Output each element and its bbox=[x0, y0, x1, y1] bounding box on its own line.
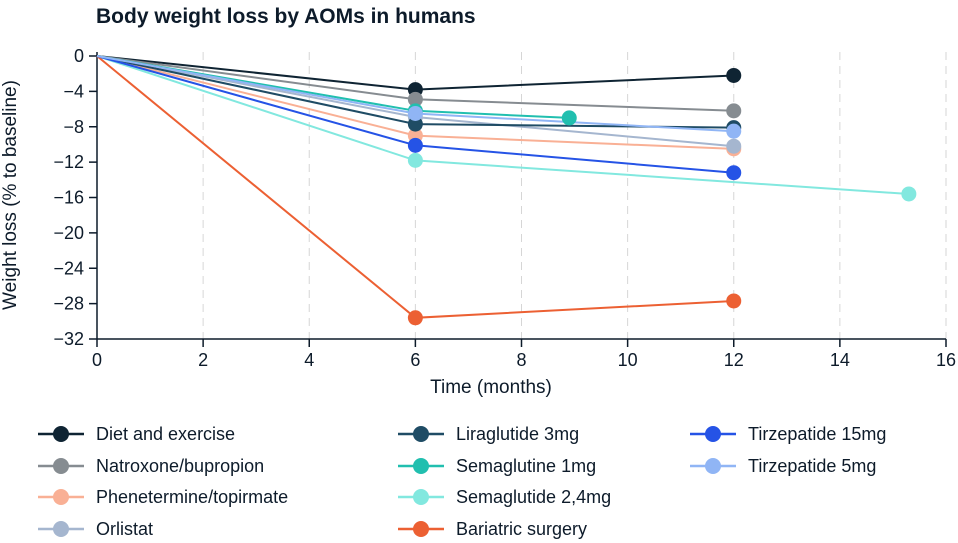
y-tick-label: −16 bbox=[53, 188, 84, 208]
y-tick-label: −8 bbox=[63, 117, 84, 137]
legend: Diet and exercise Natroxone/bupropion Phen… bbox=[38, 424, 886, 539]
data-point bbox=[901, 186, 917, 202]
data-point bbox=[407, 152, 423, 168]
chart-title: Body weight loss by AOMs in humans bbox=[96, 5, 476, 28]
legend-item: Tirzepatide 15mg bbox=[690, 424, 886, 444]
legend-item: Bariatric surgery bbox=[398, 519, 587, 539]
legend-item: Natroxone/bupropion bbox=[38, 456, 264, 476]
y-tick-label: −12 bbox=[53, 152, 84, 172]
x-tick-label: 4 bbox=[304, 350, 314, 370]
legend-label: Tirzepatide 15mg bbox=[748, 424, 886, 444]
legend-label: Semaglutine 1mg bbox=[456, 456, 596, 476]
legend-item: Tirzepatide 5mg bbox=[690, 456, 876, 476]
data-point bbox=[726, 67, 742, 83]
x-tick-label: 6 bbox=[410, 350, 420, 370]
legend-marker bbox=[413, 489, 429, 505]
data-point bbox=[407, 137, 423, 153]
data-point bbox=[726, 293, 742, 309]
x-tick-label: 12 bbox=[724, 350, 744, 370]
legend-marker bbox=[413, 426, 429, 442]
legend-item: Diet and exercise bbox=[38, 424, 235, 444]
legend-item: Liraglutide 3mg bbox=[398, 424, 579, 444]
axes bbox=[89, 52, 947, 347]
legend-label: Orlistat bbox=[96, 519, 153, 539]
legend-label: Natroxone/bupropion bbox=[96, 456, 264, 476]
data-point bbox=[407, 105, 423, 121]
data-point bbox=[726, 103, 742, 119]
y-tick-label: −32 bbox=[53, 329, 84, 349]
legend-label: Diet and exercise bbox=[96, 424, 235, 444]
x-tick-label: 10 bbox=[618, 350, 638, 370]
y-axis-label: Weight loss (% to baseline) bbox=[0, 80, 21, 310]
y-tick-label: −4 bbox=[63, 81, 84, 101]
legend-label: Bariatric surgery bbox=[456, 519, 587, 539]
data-point bbox=[407, 91, 423, 107]
legend-marker bbox=[53, 489, 69, 505]
legend-marker bbox=[53, 521, 69, 537]
x-axis-label: Time (months) bbox=[430, 377, 552, 398]
legend-item: Semaglutide 2,4mg bbox=[398, 487, 611, 507]
x-tick-label: 16 bbox=[936, 350, 956, 370]
tick-labels: 0 −4 −8 −12 −16 −20 −24 −28 −32 0 2 4 6 8 10 12 14 16 bbox=[53, 46, 956, 370]
legend-marker bbox=[413, 521, 429, 537]
legend-label: Semaglutide 2,4mg bbox=[456, 487, 611, 507]
series-group bbox=[96, 55, 917, 326]
data-point bbox=[561, 110, 577, 126]
legend-label: Liraglutide 3mg bbox=[456, 424, 579, 444]
y-tick-label: 0 bbox=[74, 46, 84, 66]
legend-marker bbox=[705, 458, 721, 474]
x-tick-label: 14 bbox=[830, 350, 850, 370]
x-tick-label: 2 bbox=[198, 350, 208, 370]
legend-label: Phenetermine/topirmate bbox=[96, 487, 288, 507]
y-tick-label: −24 bbox=[53, 258, 84, 278]
legend-label: Tirzepatide 5mg bbox=[748, 456, 876, 476]
x-tick-label: 0 bbox=[92, 350, 102, 370]
legend-marker bbox=[413, 458, 429, 474]
data-point bbox=[407, 310, 423, 326]
legend-marker bbox=[53, 458, 69, 474]
data-point bbox=[726, 138, 742, 154]
legend-item: Orlistat bbox=[38, 519, 153, 539]
x-tick-label: 8 bbox=[516, 350, 526, 370]
data-point bbox=[726, 165, 742, 181]
legend-marker bbox=[705, 426, 721, 442]
data-point bbox=[726, 123, 742, 139]
legend-marker bbox=[53, 426, 69, 442]
y-tick-label: −20 bbox=[53, 223, 84, 243]
legend-item: Semaglutine 1mg bbox=[398, 456, 596, 476]
legend-item: Phenetermine/topirmate bbox=[38, 487, 288, 507]
data-point bbox=[407, 116, 423, 132]
y-tick-label: −28 bbox=[53, 294, 84, 314]
